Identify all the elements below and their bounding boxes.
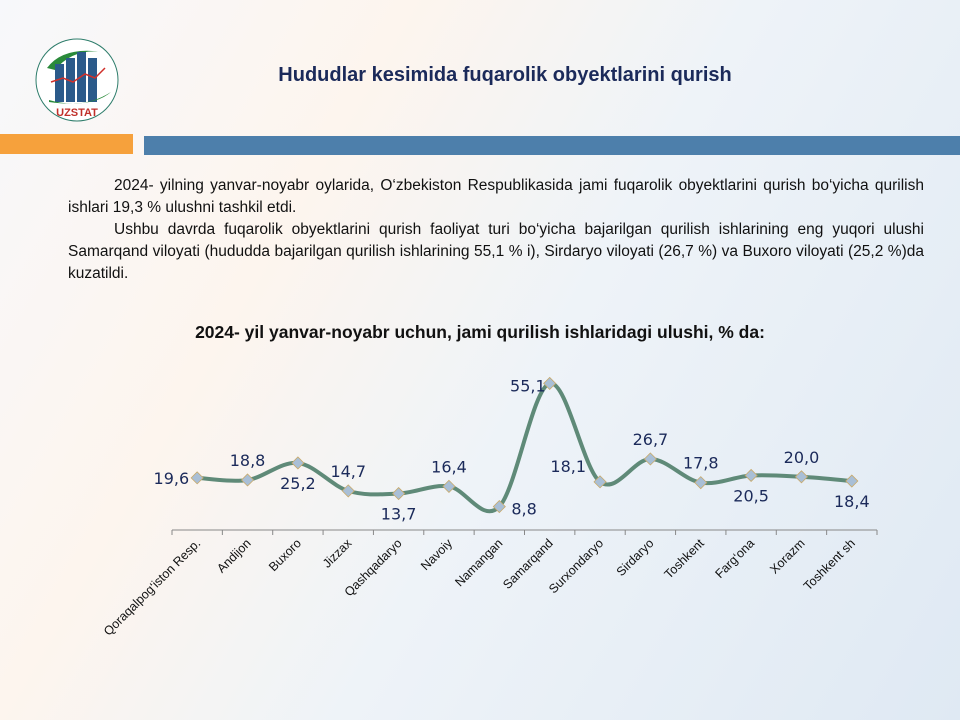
data-label: 25,2: [280, 474, 316, 493]
data-label: 55,1: [510, 376, 546, 395]
uzstat-logo: UZSTAT: [35, 38, 119, 122]
category-label: Andijon: [214, 536, 253, 575]
category-label: Qoraqalpog‘iston Resp.: [101, 536, 203, 638]
data-label: 17,8: [683, 454, 719, 473]
data-point: [341, 484, 355, 498]
data-point: [643, 452, 657, 466]
data-label: 13,7: [381, 505, 417, 524]
paragraph: 2024- yilning yanvar-noyabr oylarida, O‘…: [68, 177, 924, 216]
category-label: Jizzax: [320, 536, 355, 571]
data-point: [392, 486, 406, 501]
data-point: [492, 500, 506, 514]
orange-divider: [0, 134, 133, 154]
category-label: Navoiy: [418, 536, 455, 573]
data-point: [794, 470, 809, 484]
data-label: 18,8: [230, 451, 266, 470]
data-point: [744, 468, 758, 483]
category-label: Toshkent: [662, 536, 708, 582]
page-title: Hududlar kesimida fuqarolik obyektlarini…: [278, 64, 732, 86]
category-label: Sirdaryo: [614, 536, 657, 579]
data-label: 14,7: [330, 462, 366, 481]
data-label: 26,7: [633, 430, 669, 449]
chart-title: 2024- yil yanvar-noyabr uchun, jami quri…: [195, 322, 765, 342]
data-point: [694, 476, 708, 490]
data-label: 20,5: [733, 486, 769, 505]
data-point: [845, 474, 859, 488]
category-label: Surxondaryo: [546, 536, 606, 596]
series-line: [197, 381, 852, 514]
data-point: [190, 471, 204, 485]
category-label: Buxoro: [266, 536, 304, 574]
data-point: [291, 456, 305, 470]
data-label: 16,4: [431, 457, 467, 476]
category-label: Toshkent sh: [801, 536, 858, 593]
data-label: 18,1: [550, 457, 586, 476]
category-label: Farg‘ona: [712, 536, 757, 581]
category-label: Namangan: [452, 536, 505, 589]
description-text: 2024- yilning yanvar-noyabr oylarida, O‘…: [68, 175, 924, 285]
data-label: 18,4: [834, 492, 870, 511]
data-point: [240, 473, 255, 487]
data-point: [543, 376, 557, 390]
logo-text: UZSTAT: [56, 107, 98, 119]
category-label: Xorazm: [767, 536, 807, 576]
category-label: Samarqand: [500, 536, 556, 592]
data-label: 19,6: [154, 469, 190, 488]
data-label: 8,8: [511, 500, 536, 519]
blue-divider: [144, 136, 960, 155]
paragraph: Ushbu davrda fuqarolik obyektlarini quri…: [68, 221, 924, 282]
data-label: 20,0: [784, 448, 820, 467]
data-point: [593, 475, 607, 489]
data-point: [442, 479, 456, 493]
